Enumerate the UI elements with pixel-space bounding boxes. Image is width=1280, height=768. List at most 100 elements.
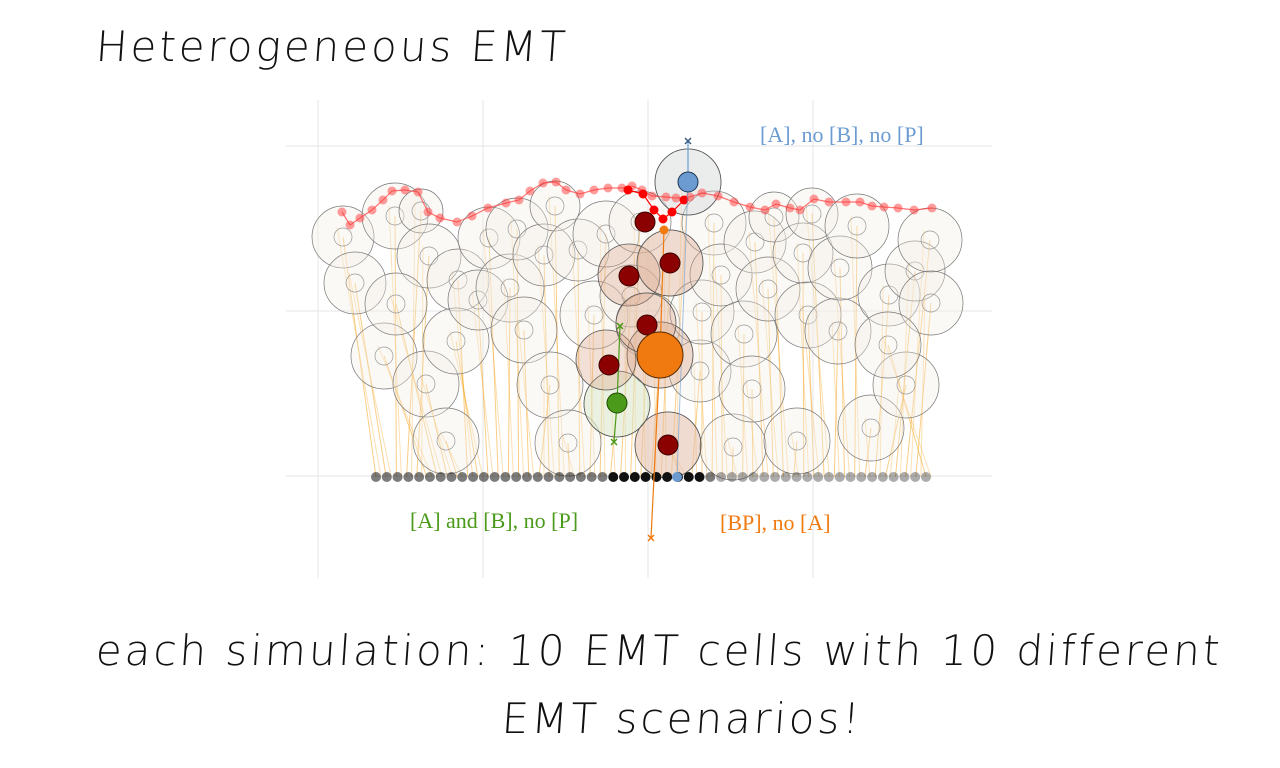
basal-node [575,472,586,482]
cell-outline [774,281,842,349]
cell-outline [735,256,801,322]
attachment-line [377,345,433,478]
attachment-line [761,278,779,478]
attachment-line [773,216,784,478]
surface-node [927,203,937,213]
basal-node [640,472,651,482]
cell-outline [475,253,545,323]
attachment-line [388,205,402,478]
attachment-line [543,254,550,478]
surface-node [795,205,805,215]
cell-outline [396,223,462,289]
cell-nucleus [704,213,724,233]
cell-outline [884,240,946,302]
attachment-line [790,430,800,478]
surface-node [671,193,681,203]
cell-outline [857,263,921,327]
emt-cell-green [606,392,628,414]
green-x-marker [610,438,618,446]
surface-node [603,183,613,193]
orange-trajectory [650,354,661,539]
cell-nucleus [584,305,604,325]
cell-nucleus [828,321,848,341]
cell-nucleus [878,335,898,355]
cell-outline [710,300,778,368]
attachment-line [915,302,932,478]
attachment-line [477,299,489,478]
cell-nucleus [723,437,743,457]
basal-node [802,472,813,482]
cell-nucleus [711,265,731,285]
blue-x-marker [684,137,692,145]
cell-outline [699,413,767,481]
attachment-line [389,293,443,478]
attachment-line [714,264,728,478]
basal-node [414,472,425,482]
attachment-line [619,295,632,478]
cell-nucleus [479,228,499,248]
emt-cell-dark-red [598,354,620,376]
basal-node [457,472,468,482]
attachment-line [839,267,846,478]
attachment-line [439,430,463,478]
attachment-line [881,334,932,478]
cell-nucleus [787,431,807,451]
basal-node [554,472,565,482]
basal-membrane-nodes [371,472,931,482]
basal-node [791,472,802,482]
attachment-line [571,239,586,478]
attachment-line [517,319,535,478]
attachment-line [793,440,798,478]
cell-outline [718,355,786,423]
surface-node [824,197,834,207]
basal-node [532,472,543,482]
surface-node [345,220,355,230]
surface-node [452,217,462,227]
cell-outline [804,297,872,365]
active-surface-line [627,189,685,220]
attachment-line [864,427,872,478]
surface-node [467,211,477,221]
cell-nucleus [758,279,778,299]
basal-node [468,472,479,482]
attachment-line [833,257,851,478]
attachment-line [445,440,458,478]
surface-node [400,185,410,195]
green-x-marker [616,322,624,330]
attachment-line [577,249,581,478]
cell-outline [897,207,963,273]
attachment-line [455,340,479,478]
basal-node [619,472,630,482]
cell-outline [689,243,753,307]
attachment-line [421,245,424,478]
attachment-line [354,282,387,478]
surface-node [367,205,377,215]
attachment-line [695,301,708,478]
attachment-line [336,226,382,478]
cell-nucleus [896,375,916,395]
surface-node [435,213,445,223]
cell-nucleus [468,290,488,310]
surface-node [697,188,707,198]
attachment-line [807,314,815,478]
legend-orange-scenario: [BP], no [A] [720,510,831,535]
surface-node [538,178,548,188]
cell-nucleus [416,374,436,394]
orange-x-marker [647,534,655,542]
attachment-line [394,215,397,478]
surface-node [771,199,781,209]
surface-node [423,207,433,217]
cell-outline [854,311,922,379]
basal-node [403,472,414,482]
cell-outline [412,407,480,475]
basal-node [759,472,770,482]
epithelial-cells [311,148,964,481]
cell-outline [426,248,490,312]
cell-nucleus [830,258,850,278]
basal-node [780,472,791,482]
surface-node [337,207,347,217]
cell-nucleus [802,204,822,224]
legend-green-scenario: [A] and [B], no [P] [410,508,579,533]
cell-nucleus [436,431,456,451]
cell-outline [516,351,584,419]
